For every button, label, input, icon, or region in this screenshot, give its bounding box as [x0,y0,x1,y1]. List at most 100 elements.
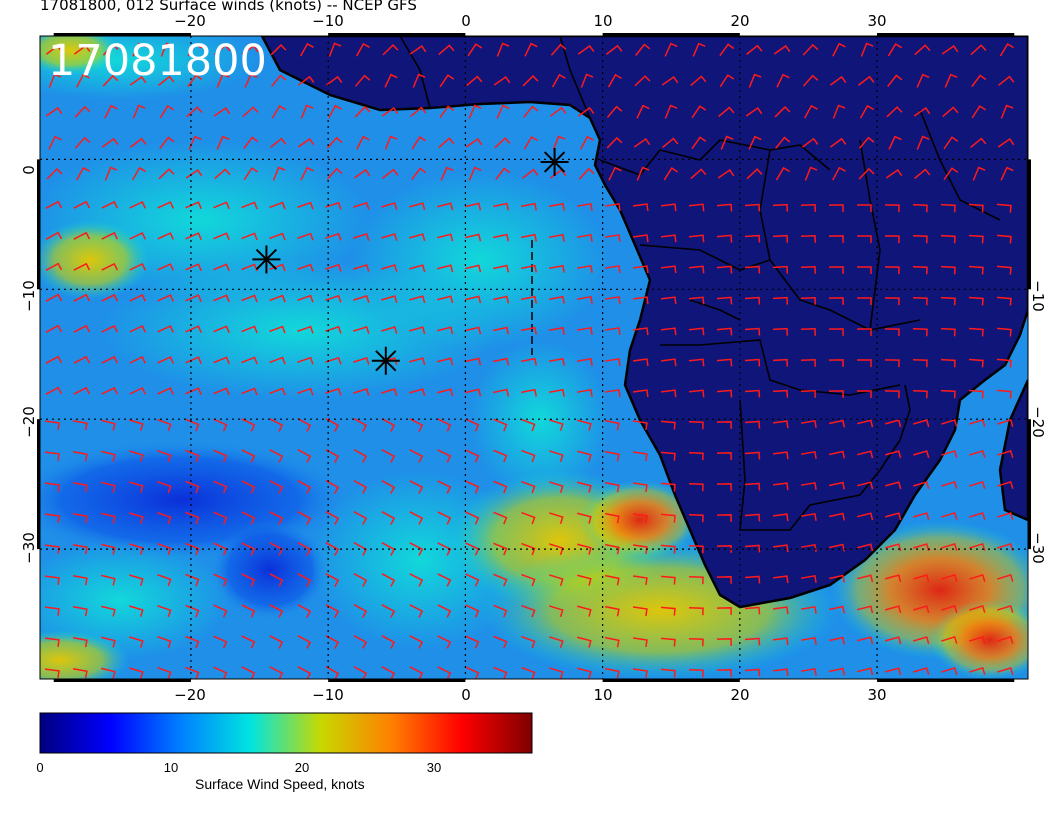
wind-barb [828,667,846,676]
graticule [40,36,1028,679]
wind-barb [353,448,368,463]
wind-barb [604,265,621,273]
wind-barb [466,75,483,87]
wind-barb [773,44,791,55]
wind-barb [772,296,789,305]
wind-barb [185,325,202,333]
wind-barb [913,605,930,613]
wind-barb [688,607,704,616]
wind-barb [968,327,984,337]
wind-barb [914,168,931,180]
wind-barb [72,668,88,679]
wind-barb [185,201,202,209]
wind-barb [549,106,567,117]
wind-barb [520,295,538,304]
wind-barb [549,636,564,648]
wind-barb [632,358,649,367]
lon-tick-top: 10 [593,12,613,30]
wind-barb [997,137,1015,148]
wind-barb [942,106,959,118]
wind-barb [775,166,790,181]
wind-barb [157,387,174,395]
wind-barb [129,356,146,364]
wind-barb [157,294,174,302]
wind-barb [969,573,986,582]
wind-barb [297,356,314,365]
wind-barb [187,74,203,88]
wind-barb [940,389,956,399]
wind-barb [44,637,60,647]
wind-barb [636,104,650,119]
wind-barb [577,106,595,117]
wind-barb [660,389,677,398]
wind-barb [604,481,620,493]
wind-barb [577,450,592,462]
wind-barb [325,510,340,525]
wind-barb [660,637,676,647]
wind-barb [213,511,228,525]
wind-barb [884,266,900,275]
wind-barb [800,389,816,398]
wind-barb [493,418,508,432]
wind-barb [606,136,623,149]
lat-tick-left: −20 [20,406,38,438]
wind-barb [716,607,732,615]
lon-tick-top: −10 [312,12,344,30]
wind-barb [828,481,846,490]
wind-barb [326,136,343,149]
wind-barb [688,389,705,398]
wind-barb [884,204,900,213]
wind-barb [493,511,508,525]
lon-tick-top: 20 [730,12,750,30]
wind-barb [381,388,398,396]
wind-barb [409,295,426,304]
wind-barb [803,104,818,119]
wind-barb [73,386,91,395]
wind-barb [409,357,426,366]
wind-barb [997,512,1014,520]
wind-barb [660,451,676,461]
wind-barb [381,635,396,649]
wind-barb [688,296,705,305]
wind-barb [857,450,874,459]
wind-barb [271,104,286,119]
wind-barb [465,418,480,432]
wind-barb [549,574,564,586]
wind-barb [829,75,847,86]
wind-barb [858,136,875,149]
date-stamp: 17081800 [48,36,267,86]
wind-barb [465,511,480,525]
wind-barb [353,510,368,525]
wind-barb [858,167,875,180]
wind-barb [969,604,986,613]
wind-barb [660,265,677,274]
wind-barb [551,73,566,88]
wind-barb [157,263,174,271]
wind-barb [604,203,621,211]
wind-barb [663,167,679,181]
wind-barb [744,234,761,243]
wind-barb [44,451,60,461]
wind-barb [828,605,846,614]
wind-barb [660,544,676,554]
wind-barb [968,234,984,244]
wind-barb [941,543,958,551]
wind-barb [632,544,648,555]
wind-barb [270,137,287,148]
lon-tick-bottom: −10 [312,686,344,704]
wind-barb [353,356,370,365]
wind-barb [884,359,900,368]
lat-tick-left: −10 [20,280,38,312]
wind-barb [437,635,452,649]
wind-barb [548,326,565,335]
wind-barb [718,106,735,118]
wind-barb [632,575,648,586]
wind-barb [604,574,620,586]
wind-barb [45,293,63,302]
wind-barb [800,327,816,336]
wind-barb [772,389,789,398]
wind-barb [912,297,928,306]
wind-barb [494,137,511,149]
wind-barb [632,513,648,524]
